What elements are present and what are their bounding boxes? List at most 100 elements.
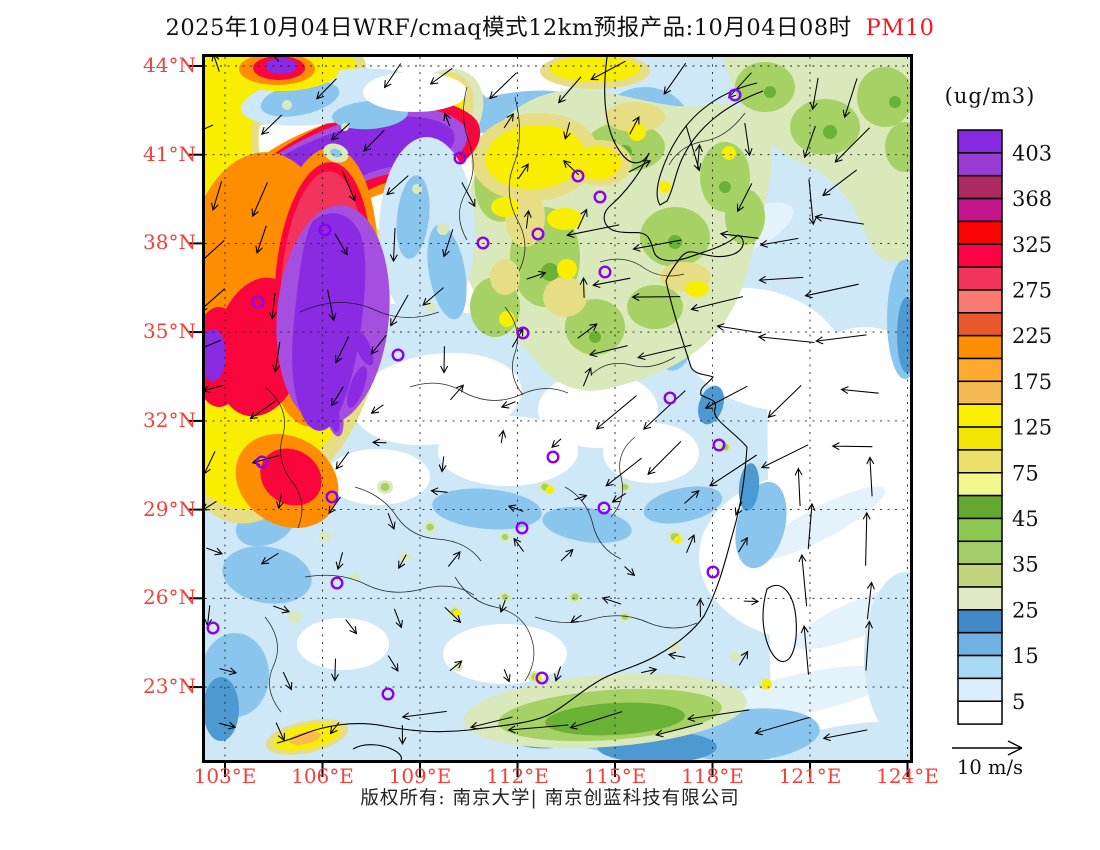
wind-arrow bbox=[386, 175, 409, 196]
wind-arrow bbox=[798, 553, 808, 607]
pm10-contour-fill bbox=[674, 536, 682, 544]
coastline bbox=[276, 446, 748, 744]
coastline bbox=[656, 82, 764, 206]
wind-arrow bbox=[370, 334, 387, 355]
city-marker bbox=[453, 151, 467, 165]
wind-arrow bbox=[430, 487, 448, 496]
legend-unit-label: (ug/m3) bbox=[944, 84, 1036, 108]
wind-arrow bbox=[255, 225, 267, 254]
legend-color-cell bbox=[957, 243, 1003, 268]
wind-arrow bbox=[595, 395, 637, 430]
wind-arrow bbox=[736, 183, 753, 213]
legend-color-cell bbox=[957, 152, 1003, 177]
province-border bbox=[454, 576, 535, 682]
pm10-contour-fill bbox=[453, 610, 461, 618]
pm10-contour-fill bbox=[605, 102, 665, 132]
legend-color-cell bbox=[957, 472, 1003, 497]
wind-arrow bbox=[268, 292, 277, 320]
city-marker bbox=[663, 391, 677, 405]
lon-label: 124°E bbox=[876, 764, 939, 788]
wind-arrow bbox=[345, 619, 358, 635]
page-title: 2025年10月04日WRF/cmaq模式12km预报产品:10月04日08时 P… bbox=[0, 10, 1100, 42]
wind-arrow bbox=[647, 441, 682, 475]
pm10-contour-fill bbox=[659, 181, 671, 193]
wind-arrow bbox=[655, 722, 703, 738]
lon-label: 121°E bbox=[778, 764, 842, 788]
wind-arrow bbox=[642, 390, 686, 430]
wind-arrow bbox=[401, 710, 447, 721]
wind-arrow bbox=[611, 492, 627, 503]
pm10-contour-fill bbox=[603, 423, 699, 483]
wind-arrow bbox=[370, 404, 384, 414]
pm10-contour-fill bbox=[443, 624, 567, 684]
city-marker bbox=[597, 501, 611, 515]
map-frame bbox=[202, 54, 913, 763]
wind-arrow bbox=[371, 438, 387, 447]
city-marker bbox=[251, 295, 265, 309]
wind-arrow bbox=[800, 624, 810, 675]
wind-arrow bbox=[767, 385, 802, 419]
legend-value-label: 25 bbox=[1012, 598, 1039, 622]
wind-arrow bbox=[592, 277, 631, 288]
pm10-contour-fill bbox=[260, 448, 322, 506]
wind-arrow bbox=[802, 125, 816, 159]
city-marker bbox=[535, 671, 549, 685]
wind-arrow bbox=[398, 554, 407, 570]
pm10-contour-fill bbox=[297, 618, 389, 670]
pm10-contour-fill bbox=[438, 416, 578, 486]
wind-arrow bbox=[557, 76, 582, 104]
lon-label: 103°E bbox=[193, 764, 257, 788]
wind-arrow bbox=[551, 438, 562, 449]
lat-label: 38°N bbox=[143, 230, 196, 255]
colorbar-legend: 403 368 325 275 225 175 125 75 45 35 25 15 5 bbox=[957, 129, 1052, 725]
legend-value-label: 75 bbox=[1012, 461, 1039, 485]
wind-arrow bbox=[219, 721, 237, 730]
wind-arrow bbox=[562, 159, 580, 176]
wind-arrow bbox=[335, 451, 350, 470]
wind-arrow bbox=[757, 333, 815, 344]
wind-arrow bbox=[637, 344, 692, 361]
wind-arrow bbox=[685, 125, 702, 172]
pm10-contour-fill bbox=[205, 677, 239, 741]
province-border bbox=[590, 356, 676, 376]
pm10-contour-fill bbox=[541, 263, 559, 281]
wind-arrow bbox=[327, 289, 337, 322]
wind-arrow bbox=[554, 666, 562, 682]
pm10-contour-fill bbox=[889, 96, 901, 108]
legend-value-label: 175 bbox=[1012, 370, 1052, 394]
legend-color-cell bbox=[957, 334, 1003, 360]
city-marker bbox=[706, 565, 720, 579]
wind-arrow bbox=[393, 608, 403, 629]
wind-arrow bbox=[469, 716, 513, 730]
wind-arrow bbox=[716, 323, 761, 334]
wind-arrow bbox=[251, 182, 268, 218]
wind-arrow bbox=[269, 57, 280, 63]
wind-arrow bbox=[205, 384, 225, 393]
wind-arrow bbox=[754, 716, 810, 736]
pm10-contour-fill bbox=[490, 259, 520, 295]
wind-arrow bbox=[588, 345, 628, 358]
wind-arrow bbox=[507, 504, 524, 513]
city-marker bbox=[391, 348, 405, 362]
legend-color-cell bbox=[957, 677, 1003, 703]
legend-color-cell bbox=[957, 631, 1003, 657]
wind-arrow bbox=[205, 451, 216, 474]
pm10-contour-fill bbox=[557, 259, 577, 279]
legend-value-label: 325 bbox=[1012, 233, 1052, 257]
wind-arrow bbox=[794, 467, 803, 507]
pm10-contour-fill bbox=[363, 72, 467, 112]
legend-value-label: 15 bbox=[1012, 644, 1039, 668]
wind-arrow bbox=[814, 213, 864, 225]
wind-arrow bbox=[329, 722, 340, 735]
wind-arrow bbox=[624, 566, 636, 577]
wind-arrow bbox=[387, 513, 396, 531]
coastline bbox=[604, 57, 650, 164]
legend-color-cell bbox=[957, 494, 1003, 520]
pm10-contour-fill bbox=[292, 213, 366, 431]
city-marker bbox=[515, 521, 529, 535]
wind-arrow bbox=[686, 533, 696, 554]
coastline bbox=[603, 152, 739, 262]
legend-color-cell bbox=[957, 220, 1003, 246]
legend-value-label: 125 bbox=[1012, 416, 1052, 440]
wind-arrow bbox=[390, 294, 409, 327]
